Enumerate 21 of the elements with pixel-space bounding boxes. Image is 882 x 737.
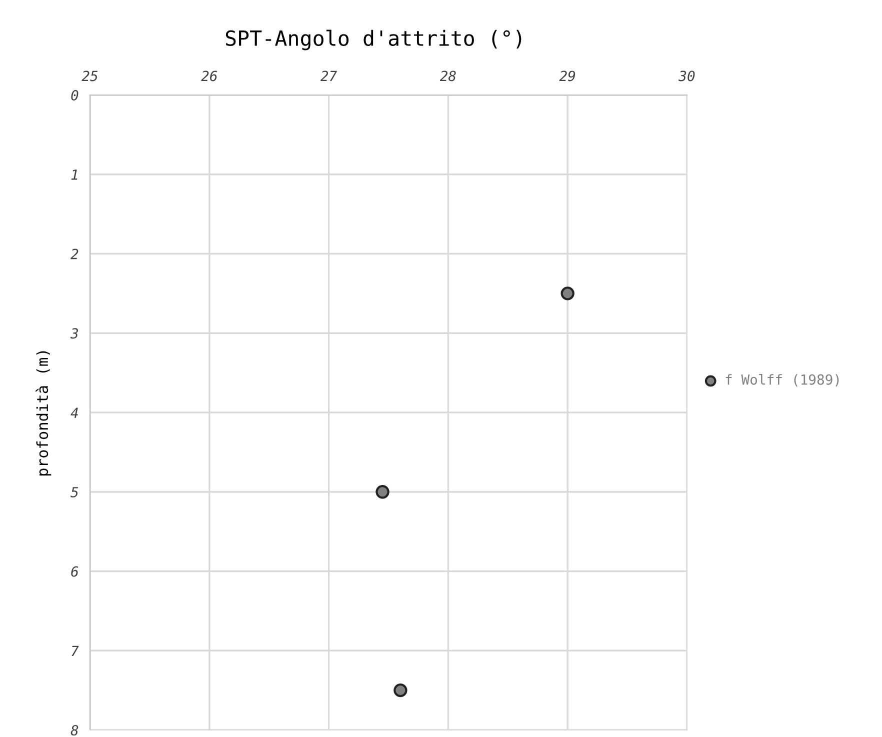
y-tick-label: 5	[70, 487, 78, 498]
y-axis-title: profondità (m)	[36, 351, 52, 476]
point	[560, 286, 574, 300]
y-tick-label: 4	[70, 408, 78, 418]
x-tick-label: 29	[559, 70, 576, 82]
x-tick-label: 26	[201, 70, 218, 82]
y-tick-label: 8	[70, 725, 78, 736]
x-tick-label: 30	[678, 70, 695, 82]
x-tick-label: 27	[320, 70, 338, 81]
y-tick-label: 3	[70, 328, 78, 339]
point	[376, 485, 390, 499]
y-tick-label: 6	[71, 566, 78, 577]
y-tick-label: 0	[71, 90, 78, 101]
y-tick-label: 7	[72, 646, 79, 656]
y-tick-label: 2	[70, 248, 78, 260]
x-tick-label: 28	[440, 70, 456, 82]
chart-title: SPT-Angolo d'attrito (°)	[226, 30, 522, 50]
x-tick-label: 25	[82, 70, 98, 82]
y-tick-label: 1	[71, 170, 78, 180]
legend-label: f Wolff (1989)	[726, 374, 839, 386]
point	[394, 683, 408, 698]
